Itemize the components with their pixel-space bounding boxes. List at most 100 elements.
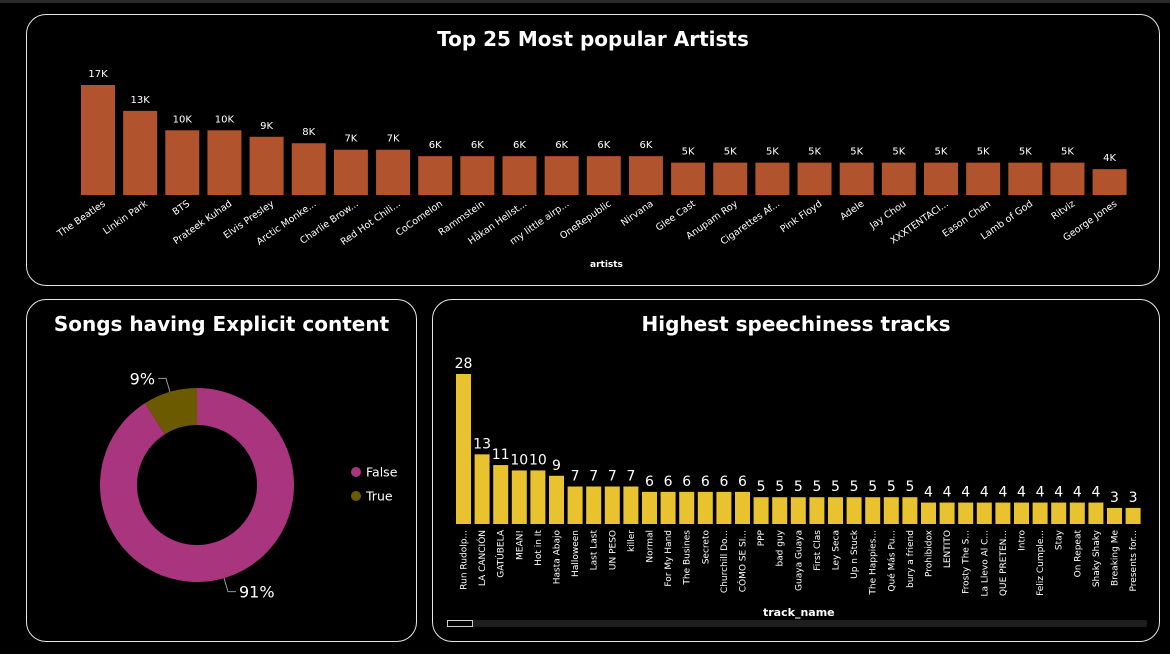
legend-label-false[interactable]: False: [366, 465, 398, 480]
artist-tick-label: Pink Floyd: [778, 198, 824, 235]
speechiness-tick-label: Halloween: [571, 530, 581, 577]
speechiness-tick-label: Last Last: [590, 530, 600, 571]
artist-bar[interactable]: [966, 162, 1001, 195]
speechiness-bar[interactable]: [586, 486, 602, 525]
artist-bar[interactable]: [207, 130, 242, 195]
explicit-chart-title: Songs having Explicit content: [53, 312, 390, 336]
speechiness-bar[interactable]: [1014, 502, 1029, 524]
speechiness-bar[interactable]: [753, 497, 769, 524]
artist-bar[interactable]: [544, 156, 579, 195]
legend-marker-true: [351, 491, 361, 501]
artist-bar[interactable]: [586, 156, 621, 195]
speechiness-bar[interactable]: [679, 491, 695, 524]
speechiness-bar[interactable]: [958, 502, 974, 524]
speechiness-bar[interactable]: [772, 497, 788, 524]
speechiness-tick-label: QUE PRETEN...: [999, 530, 1009, 596]
speechiness-bar[interactable]: [790, 497, 806, 524]
artist-bar[interactable]: [671, 162, 706, 195]
speechiness-bar[interactable]: [1107, 507, 1122, 524]
speechiness-chart: 28 Run Rudolp... 13 LA CANCIÓN 11 GATÚBELA 10 M…: [455, 356, 1141, 597]
artist-bar[interactable]: [165, 130, 200, 195]
artist-bar-value-label: 6K: [471, 140, 484, 151]
speechiness-bar[interactable]: [604, 486, 620, 525]
artist-bar[interactable]: [881, 162, 916, 195]
speechiness-bar-value-label: 4: [980, 485, 989, 501]
artist-bar[interactable]: [839, 162, 874, 195]
artist-bar-value-label: 5K: [724, 147, 737, 158]
speechiness-bar[interactable]: [474, 454, 490, 524]
explicit-slice-true[interactable]: [145, 388, 197, 435]
speechiness-bar-value-label: 4: [1054, 485, 1063, 501]
artist-bar[interactable]: [1008, 162, 1043, 195]
speechiness-bar[interactable]: [642, 491, 657, 524]
artist-bar[interactable]: [291, 143, 326, 195]
speechiness-tick-label: Intro: [1018, 530, 1028, 551]
artist-bar[interactable]: [123, 110, 158, 195]
speechiness-bar[interactable]: [530, 470, 546, 524]
speechiness-bar-value-label: 10: [510, 452, 528, 468]
speechiness-bar[interactable]: [456, 374, 471, 524]
speechiness-bar[interactable]: [567, 486, 583, 525]
speechiness-bar[interactable]: [883, 497, 899, 524]
speechiness-bar[interactable]: [1125, 507, 1141, 524]
artist-bar[interactable]: [249, 136, 284, 195]
speechiness-bar[interactable]: [1032, 502, 1048, 524]
artist-bar-value-label: 5K: [1019, 147, 1032, 158]
speechiness-tick-label: Feliz Cumple...: [1036, 530, 1046, 596]
scrollbar-thumb[interactable]: [447, 620, 473, 627]
speechiness-bar[interactable]: [1051, 502, 1067, 524]
speechiness-bar[interactable]: [1088, 502, 1104, 524]
speechiness-x-axis-title: track_name: [763, 606, 835, 619]
speechiness-bar[interactable]: [660, 491, 676, 524]
artists-panel: Top 25 Most popular Artists 17K The Beatl…: [26, 14, 1160, 286]
artist-bar-value-label: 9K: [260, 121, 273, 132]
artist-bar[interactable]: [797, 162, 832, 195]
speechiness-bar[interactable]: [939, 502, 955, 524]
speechiness-bar-value-label: 3: [1129, 490, 1138, 506]
artist-bar[interactable]: [376, 149, 411, 195]
speechiness-bar-value-label: 5: [868, 479, 877, 495]
speechiness-bar[interactable]: [921, 502, 936, 524]
artist-bar[interactable]: [1092, 169, 1127, 195]
speechiness-bar-value-label: 4: [1036, 485, 1045, 501]
artist-bar[interactable]: [924, 162, 958, 195]
artist-bar[interactable]: [81, 85, 115, 195]
artist-bar[interactable]: [713, 162, 748, 195]
speechiness-bar[interactable]: [697, 491, 713, 524]
speechiness-bar[interactable]: [511, 470, 527, 524]
speechiness-bar-value-label: 7: [626, 469, 635, 485]
speechiness-bar[interactable]: [828, 497, 843, 524]
artist-bar[interactable]: [1050, 162, 1085, 195]
speechiness-tick-label: Guaya Guaya: [794, 530, 804, 591]
artist-bar[interactable]: [502, 156, 537, 195]
speechiness-tick-label: CÓMO SE SI...: [737, 530, 749, 592]
speechiness-bar-value-label: 6: [645, 474, 654, 490]
speechiness-bar[interactable]: [716, 491, 732, 524]
speechiness-bar[interactable]: [549, 475, 564, 524]
speechiness-bar[interactable]: [865, 497, 881, 524]
artist-bar[interactable]: [755, 162, 790, 195]
speechiness-bar[interactable]: [623, 486, 639, 525]
artist-bar[interactable]: [418, 156, 453, 195]
speechiness-bar[interactable]: [976, 502, 992, 524]
legend-label-true[interactable]: True: [365, 489, 393, 504]
speechiness-bar[interactable]: [995, 502, 1011, 524]
artist-bar[interactable]: [333, 149, 368, 195]
speechiness-bar[interactable]: [735, 491, 750, 524]
artist-bar-value-label: 6K: [429, 140, 442, 151]
speechiness-bar[interactable]: [809, 497, 825, 524]
speechiness-tick-label: First Clas: [813, 530, 823, 571]
speechiness-bar[interactable]: [1069, 502, 1085, 524]
artist-bar[interactable]: [460, 156, 495, 195]
speechiness-bar-value-label: 4: [924, 485, 933, 501]
artist-bar-value-label: 10K: [173, 114, 193, 125]
speechiness-tick-label: Prohibidox: [925, 529, 935, 577]
explicit-slice-false[interactable]: [99, 388, 294, 582]
artist-bar[interactable]: [628, 156, 663, 195]
horizontal-scrollbar[interactable]: [447, 620, 1147, 627]
speechiness-tick-label: The Busines: [683, 530, 693, 586]
speechiness-bar[interactable]: [493, 465, 509, 524]
speechiness-bar[interactable]: [846, 497, 862, 524]
speechiness-bar[interactable]: [902, 497, 918, 524]
artist-bar-value-label: 8K: [302, 127, 315, 138]
